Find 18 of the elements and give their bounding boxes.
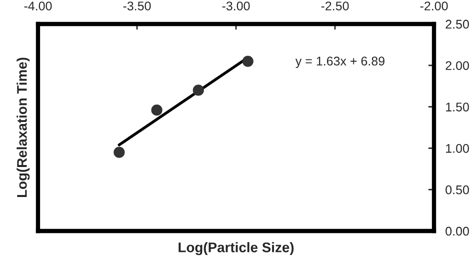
y-tick-label: 0.00: [446, 226, 469, 236]
x-tick-label: -4.00: [24, 2, 52, 10]
y-tick-label: 2.50: [446, 20, 469, 29]
point: [192, 84, 204, 96]
x-tick-label: -3.00: [222, 2, 250, 10]
y-tick-label: 1.50: [446, 102, 469, 112]
x-tick-label: -2.50: [321, 2, 349, 10]
x-tick-label: -3.50: [123, 2, 151, 10]
x-axis-title: Log(Particle Size): [178, 242, 294, 256]
point: [242, 56, 254, 67]
point: [114, 146, 125, 158]
point: [151, 104, 162, 116]
y-tick-label: 0.50: [446, 185, 469, 194]
y-axis-title: Log(Relaxation Time): [16, 58, 30, 198]
annotation: y = 1.63x + 6.89: [295, 56, 384, 68]
y-tick-label: 2.00: [446, 61, 469, 70]
x-tick-label: -2.00: [420, 2, 448, 10]
y-tick-label: 1.00: [446, 144, 469, 153]
